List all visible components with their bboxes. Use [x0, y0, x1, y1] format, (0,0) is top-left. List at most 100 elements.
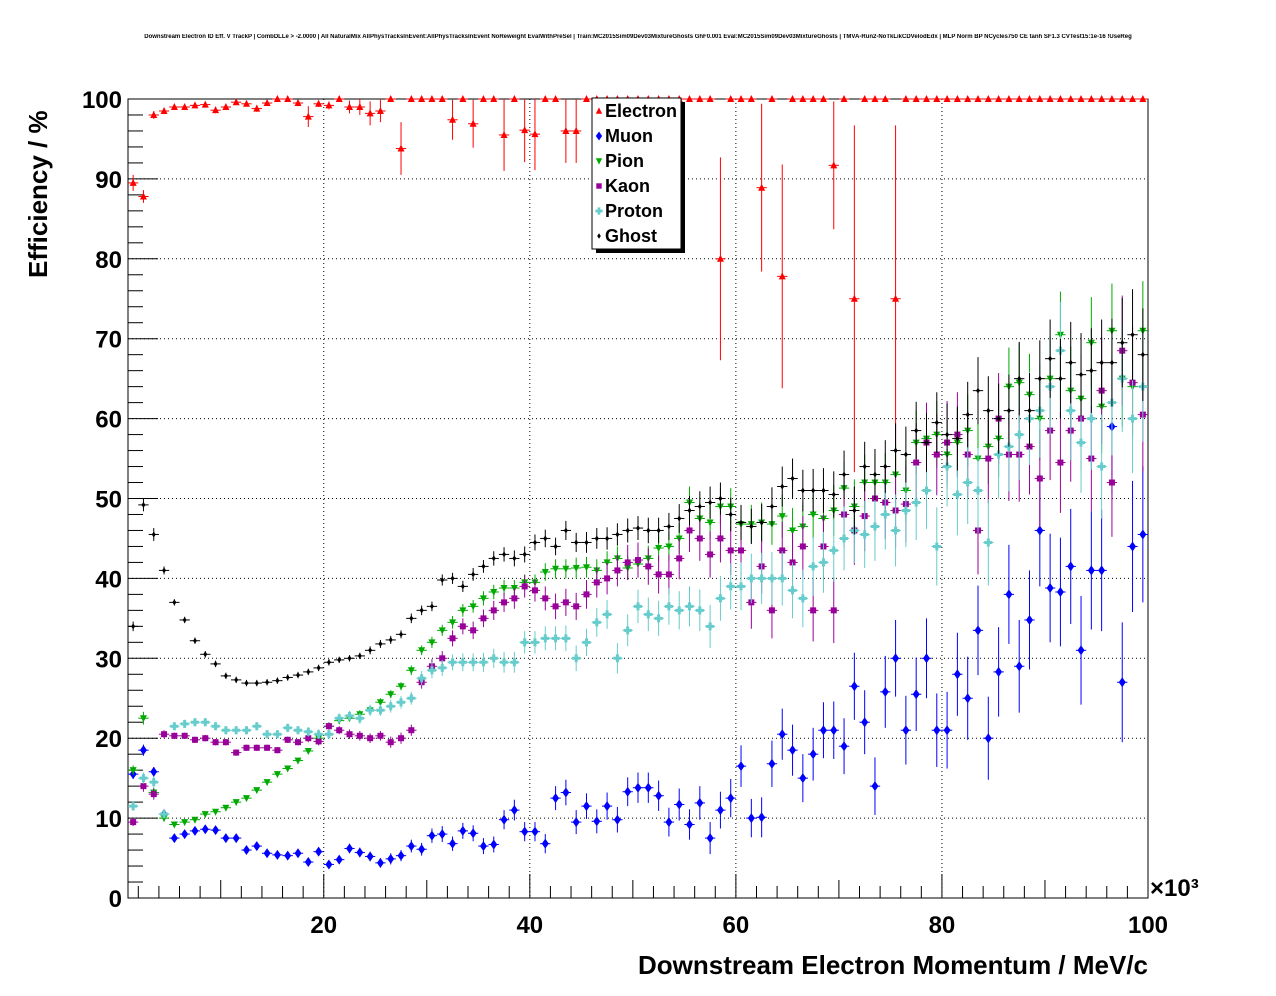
data-point-proton: [932, 542, 941, 551]
data-point-proton: [706, 622, 715, 631]
data-point-muon: [964, 693, 972, 704]
data-point-pion: [552, 565, 560, 573]
data-point-proton: [170, 722, 179, 731]
data-point-pion: [438, 627, 446, 635]
data-point-proton: [417, 674, 426, 683]
data-point-muon: [737, 761, 745, 772]
data-point-electron: [304, 112, 312, 120]
data-point-ghost: [141, 501, 146, 508]
data-point-muon: [912, 689, 920, 700]
data-point-kaon: [624, 559, 631, 566]
legend-marker-pion: [595, 158, 603, 165]
data-point-muon: [490, 839, 498, 850]
data-point-pion: [500, 584, 508, 592]
data-point-electron: [892, 294, 900, 302]
data-point-muon: [593, 816, 601, 827]
data-point-proton: [221, 726, 230, 735]
data-point-proton: [407, 694, 416, 703]
data-point-kaon: [665, 571, 672, 578]
data-point-ghost: [192, 637, 197, 644]
data-point-proton: [386, 702, 395, 711]
data-point-proton: [458, 658, 467, 667]
data-point-proton: [355, 714, 364, 723]
data-point-electron: [912, 95, 920, 102]
y-tick-label: 30: [95, 646, 122, 673]
data-point-electron: [212, 106, 220, 114]
data-point-electron: [706, 95, 714, 102]
data-point-kaon: [470, 627, 477, 634]
data-point-electron: [521, 126, 529, 134]
data-point-muon: [562, 787, 570, 798]
data-point-electron: [335, 95, 343, 102]
data-point-pion: [160, 815, 168, 823]
data-point-proton: [994, 450, 1003, 459]
data-point-proton: [448, 658, 457, 667]
data-point-pion: [809, 511, 817, 519]
axis-ticks: [128, 98, 1149, 899]
data-point-muon: [582, 801, 590, 812]
data-point-kaon: [738, 547, 745, 554]
data-point-ghost: [1130, 331, 1135, 338]
data-point-kaon: [1108, 479, 1115, 486]
y-tick-label: 80: [95, 247, 122, 274]
data-point-ghost: [934, 419, 939, 426]
data-point-proton: [294, 726, 302, 735]
legend-label-pion: Pion: [605, 151, 644, 171]
data-point-proton: [211, 722, 220, 731]
data-point-muon: [253, 841, 261, 852]
data-point-ghost: [893, 447, 898, 454]
data-point-electron: [1118, 95, 1126, 102]
data-point-muon: [139, 745, 147, 756]
data-point-kaon: [655, 571, 662, 578]
data-point-muon: [995, 666, 1003, 677]
data-point-proton: [304, 727, 313, 736]
data-point-electron: [1026, 95, 1034, 102]
data-point-ghost: [1037, 375, 1042, 382]
data-point-ghost: [646, 527, 651, 534]
data-point-muon: [840, 741, 848, 752]
data-point-kaon: [346, 731, 353, 738]
data-point-ghost: [976, 387, 980, 394]
data-point-proton: [510, 658, 519, 667]
data-point-pion: [778, 513, 786, 521]
data-point-kaon: [305, 735, 312, 742]
data-point-proton: [788, 586, 797, 595]
y-tick-label: 50: [95, 487, 122, 514]
data-point-pion: [263, 779, 271, 787]
data-point-ghost: [914, 427, 919, 434]
data-point-kaon: [480, 615, 487, 622]
data-point-ghost: [172, 599, 177, 606]
data-point-proton: [654, 614, 663, 623]
data-point-proton: [1066, 406, 1075, 415]
data-point-muon: [201, 824, 209, 835]
x-axis-label: Downstream Electron Momentum / MeV/c: [638, 950, 1148, 980]
data-point-proton: [778, 574, 787, 583]
data-point-kaon: [676, 555, 683, 562]
data-point-kaon: [449, 635, 456, 642]
data-point-proton: [695, 606, 704, 615]
tick-labels: 0 10 20 30 40 50 60 70 80 90 100 20 40 60 80 100: [82, 87, 1168, 939]
data-point-muon: [892, 653, 900, 664]
data-point-proton: [582, 638, 591, 647]
data-point-ghost: [223, 672, 228, 679]
data-point-kaon: [542, 595, 549, 602]
data-point-electron: [418, 95, 426, 102]
data-point-muon: [1067, 561, 1075, 572]
data-point-ghost: [996, 415, 1001, 422]
data-point-kaon: [274, 747, 281, 754]
data-point-ghost: [1099, 359, 1104, 366]
data-point-proton: [747, 574, 756, 583]
data-point-muon: [325, 859, 333, 870]
data-point-pion: [407, 667, 415, 675]
data-point-pion: [562, 565, 570, 573]
data-point-muon: [922, 653, 930, 664]
data-point-muon: [716, 805, 724, 816]
data-point-proton: [840, 534, 849, 543]
data-point-ghost: [1089, 367, 1094, 374]
data-point-electron: [799, 95, 807, 102]
data-point-pion: [789, 527, 797, 535]
data-point-proton: [273, 730, 282, 739]
data-point-electron: [346, 102, 354, 110]
data-point-ghost: [306, 668, 311, 675]
data-point-pion: [222, 804, 230, 812]
